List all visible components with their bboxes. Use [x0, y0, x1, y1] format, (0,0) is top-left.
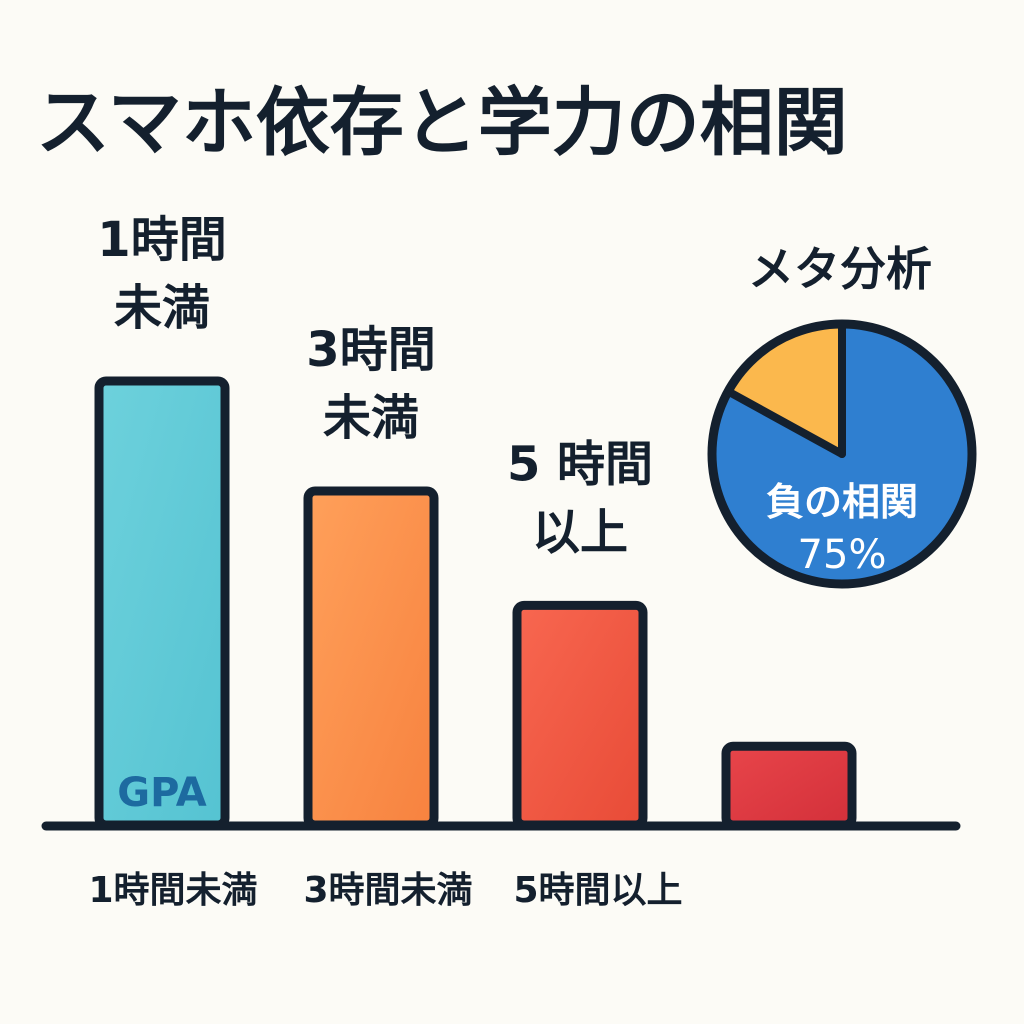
x-tick-label-3: 5時間以上: [513, 870, 682, 911]
x-tick-label-1: 1時間未満: [88, 870, 257, 911]
bar-3-label-line-1: 5 時間: [507, 436, 653, 492]
bar-1-label-line-1: 1時間: [97, 212, 226, 268]
pie-title: メタ分析: [748, 242, 932, 296]
pie-divider-2: [724, 387, 846, 458]
bar-2-label-line-2: 未満: [323, 390, 419, 446]
chart-title: スマホ依存と学力の相関: [36, 80, 848, 166]
pie-center-label: 負の相関: [766, 480, 918, 524]
bar-3: [512, 600, 648, 830]
bar-2-label-line-1: 3時間: [306, 322, 435, 378]
bar-3-label-line-2: 以上: [532, 504, 628, 560]
x-tick-labels: 1時間未満 3時間未満 5時間以上: [88, 870, 682, 911]
pie-chart: [707, 319, 977, 589]
bar-1-label-line-2: 未満: [114, 280, 210, 336]
bar-4: [721, 741, 857, 830]
pie-center-value: 75%: [798, 532, 887, 578]
y-axis-label: GPA: [117, 770, 206, 816]
bar-1: [94, 376, 230, 830]
x-tick-label-2: 3時間未満: [303, 870, 472, 911]
bar-2: [303, 486, 439, 830]
